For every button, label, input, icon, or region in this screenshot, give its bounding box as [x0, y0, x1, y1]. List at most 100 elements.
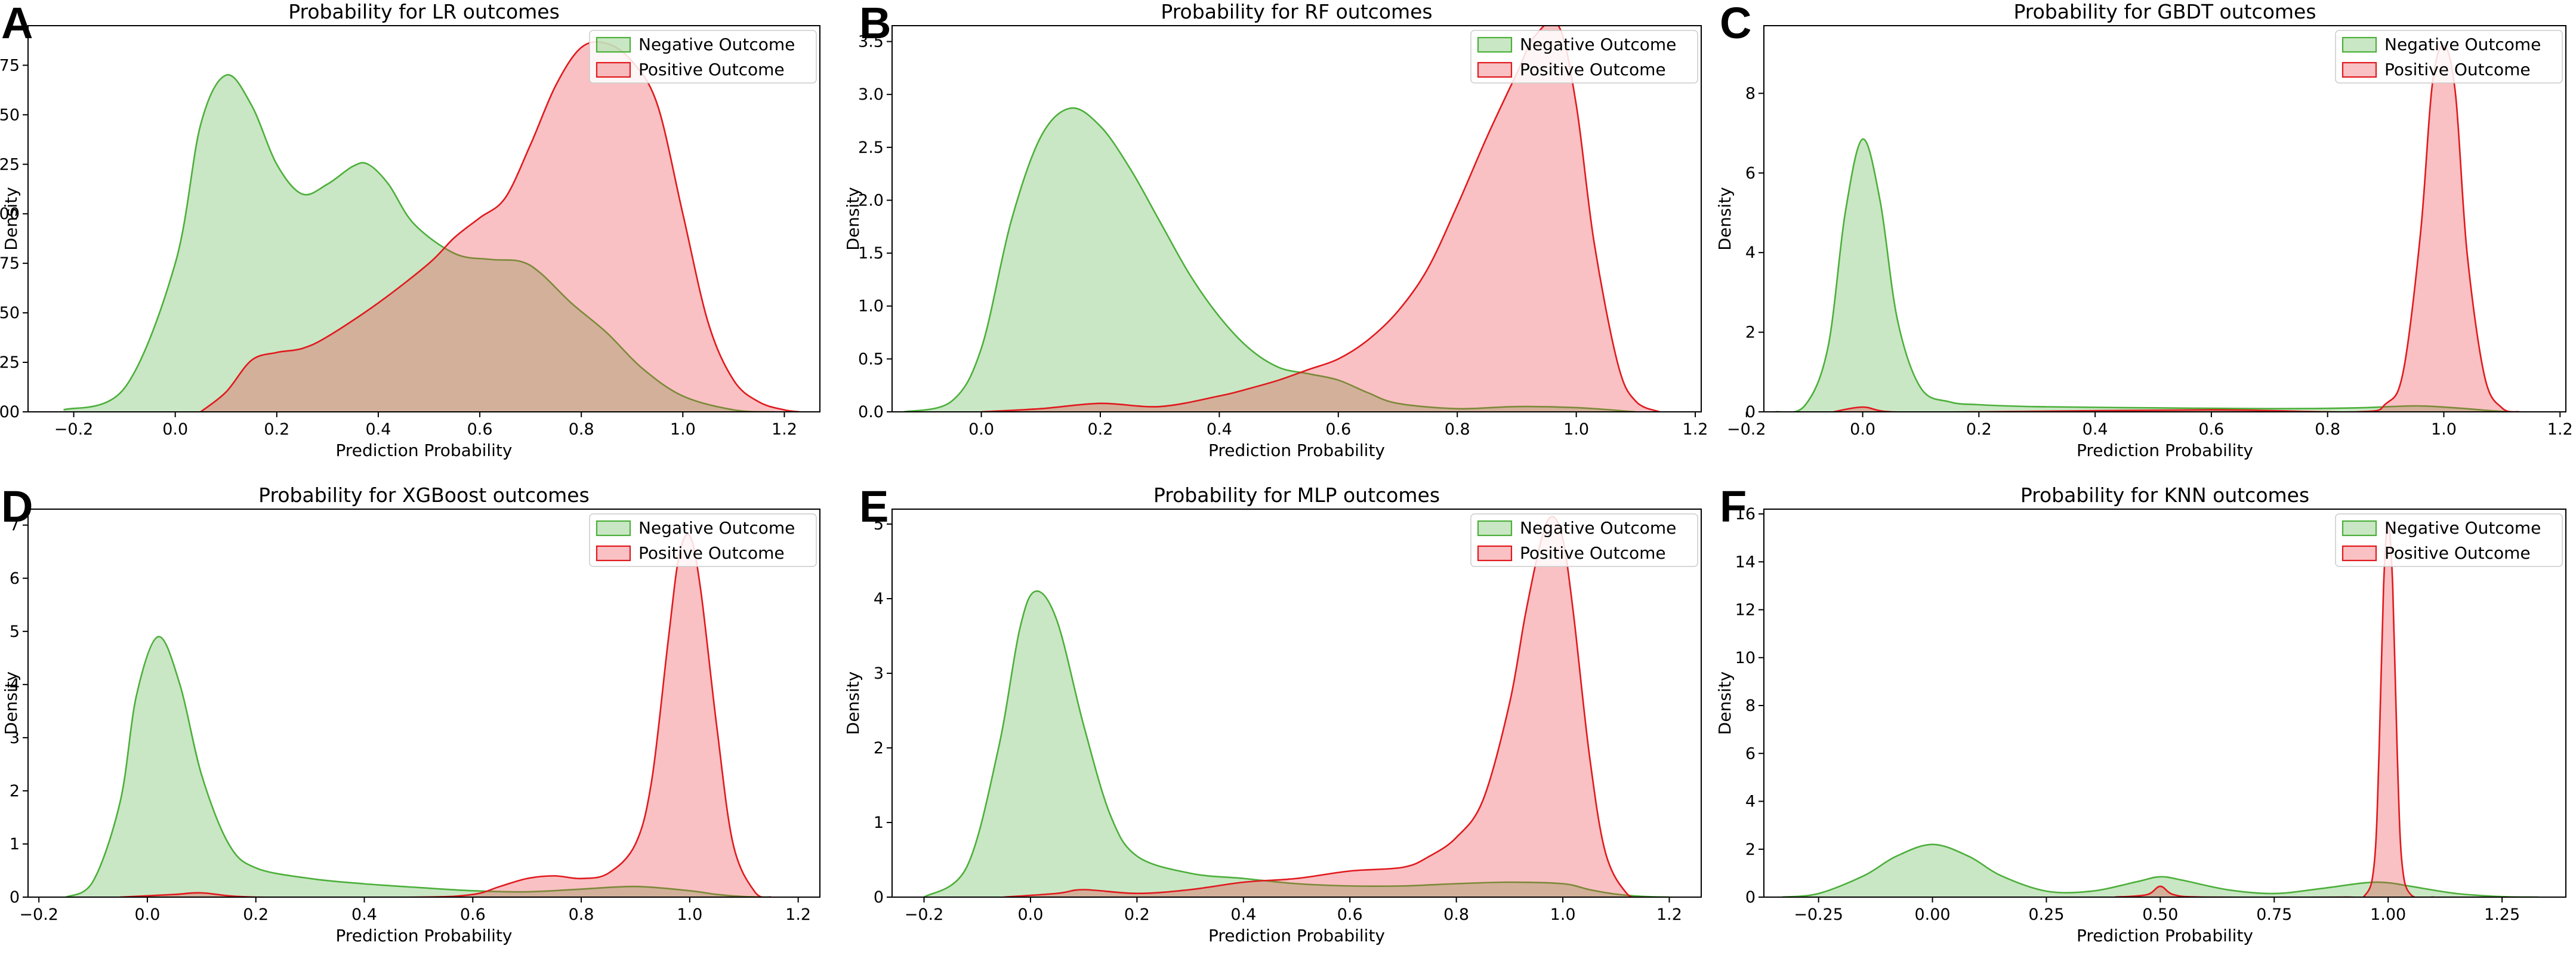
- x-tick-label: 0.6: [467, 420, 493, 439]
- x-tick-label: 0.8: [569, 420, 594, 439]
- y-tick-label: 12: [1735, 601, 1756, 620]
- panel-label: F: [1720, 482, 1747, 531]
- negative-density-area: [63, 75, 775, 412]
- panel-label: C: [1720, 0, 1751, 48]
- y-tick-label: 0: [1745, 888, 1756, 907]
- legend-box: [2335, 513, 2563, 567]
- y-tick-label: 4: [1745, 244, 1756, 262]
- axes-frame: [27, 25, 820, 412]
- positive-legend-label: Positive Outcome: [2384, 543, 2531, 563]
- y-tick-label: 1.50: [0, 106, 20, 124]
- y-tick-label: 3: [874, 664, 884, 683]
- x-tick-label: 1.0: [2431, 420, 2457, 439]
- y-axis-label: Density: [1715, 671, 1735, 735]
- panel-b: 0.0 0.2 0.4 0.6 0.8 1.0 1.2 0.0 0.5 1.0 1.5 2.0 2.5 3…: [843, 0, 1708, 460]
- y-tick-label: 14: [1735, 553, 1756, 571]
- panel-a: −0.2 0.0 0.2 0.4 0.6 0.8 1.0 1.2 0.00 0.25 0.50 0.7…: [0, 0, 820, 460]
- y-tick-label: 3: [10, 729, 20, 747]
- x-tick-label: 1.00: [2370, 905, 2406, 924]
- legend: Negative Outcome Positive Outcome: [589, 30, 817, 84]
- positive-legend-swatch: [596, 61, 631, 78]
- negative-legend-swatch: [1477, 36, 1513, 53]
- negative-density-line: [903, 107, 1636, 412]
- negative-density-area: [66, 636, 772, 897]
- positive-legend-label: Positive Outcome: [2384, 60, 2531, 79]
- positive-density-line: [1004, 516, 1643, 897]
- y-tick-label: 6: [1745, 164, 1756, 183]
- x-tick-label: 0.0: [1017, 905, 1043, 924]
- positive-density-line: [2114, 522, 2434, 897]
- panel-c: −0.2 0.0 0.2 0.4 0.6 0.8 1.0 1.2 0 2 4 6 8 Probabilit…: [1715, 0, 2573, 460]
- y-tick-label: 4: [1745, 793, 1756, 811]
- y-axis-label: Density: [1715, 187, 1735, 250]
- x-tick-label: 1.0: [1563, 420, 1589, 439]
- x-tick-label: 0.8: [569, 905, 594, 924]
- positive-legend-label: Positive Outcome: [1520, 543, 1666, 563]
- positive-legend-swatch: [596, 545, 631, 562]
- y-tick-label: 4: [10, 676, 20, 694]
- plot-area: [1775, 45, 2520, 412]
- x-tick-label: 0.2: [1124, 905, 1150, 924]
- x-tick-label: 1.2: [1656, 905, 1682, 924]
- y-tick-label: 5: [874, 515, 884, 534]
- y-tick-label: 0: [10, 888, 20, 907]
- y-tick-label: 1.0: [858, 297, 884, 316]
- negative-legend-swatch: [2341, 36, 2377, 53]
- axes-frame: [891, 509, 1702, 898]
- positive-density-area: [981, 26, 1660, 412]
- negative-density-line: [65, 636, 772, 897]
- negative-legend-label: Negative Outcome: [638, 518, 795, 538]
- x-axis-label: Prediction Probability: [2077, 926, 2253, 945]
- y-tick-label: 2: [1745, 324, 1756, 342]
- x-tick-label: 0.6: [1325, 420, 1351, 439]
- y-tick-label: 0: [874, 888, 884, 907]
- y-tick-label: 2.0: [858, 191, 884, 210]
- chart-title: Probability for XGBoost outcomes: [258, 483, 590, 507]
- negative-legend-label: Negative Outcome: [638, 35, 795, 54]
- x-axis-label: Prediction Probability: [1208, 441, 1385, 460]
- y-axis-label: Density: [843, 187, 863, 250]
- y-tick-label: 0.75: [0, 254, 20, 273]
- x-tick-label: 1.2: [772, 420, 797, 439]
- x-axis-label: Prediction Probability: [335, 441, 512, 460]
- x-tick-label: −0.2: [54, 420, 94, 439]
- x-tick-label: 0.6: [460, 905, 486, 924]
- negative-density-area: [924, 591, 1670, 897]
- x-tick-label: 0.8: [1445, 420, 1470, 439]
- x-tick-label: 0.0: [134, 905, 160, 924]
- positive-legend-swatch: [2341, 545, 2377, 562]
- negative-legend-swatch: [596, 36, 631, 53]
- panel-label: E: [859, 482, 889, 531]
- legend-box: [589, 513, 817, 567]
- y-tick-label: 2: [10, 782, 20, 800]
- y-tick-label: 3.0: [858, 85, 884, 104]
- y-tick-label: 0.50: [0, 304, 20, 322]
- negative-legend-label: Negative Outcome: [1520, 35, 1676, 54]
- positive-density-line: [200, 41, 800, 412]
- legend: Negative Outcome Positive Outcome: [589, 513, 817, 567]
- legend-box: [2335, 30, 2563, 84]
- positive-density-area: [1833, 45, 2520, 412]
- negative-legend-label: Negative Outcome: [1520, 518, 1676, 538]
- y-tick-label: 1.25: [0, 155, 20, 174]
- y-tick-label: 1.00: [0, 205, 20, 223]
- x-tick-label: 1.2: [2547, 420, 2573, 439]
- x-axis-label: Prediction Probability: [335, 926, 512, 945]
- axes-frame: [891, 25, 1702, 412]
- x-tick-label: 0.4: [365, 420, 391, 439]
- chart-title: Probability for KNN outcomes: [2020, 483, 2309, 507]
- plot-area: [903, 26, 1660, 412]
- chart-title: Probability for RF outcomes: [1161, 0, 1432, 23]
- axes-frame: [1763, 25, 2566, 412]
- y-tick-label: 2: [1745, 840, 1756, 859]
- negative-density-line: [1775, 138, 2514, 412]
- y-tick-label: 6: [1745, 744, 1756, 763]
- x-axis-label: Prediction Probability: [1208, 926, 1385, 945]
- y-tick-label: 8: [1745, 697, 1756, 715]
- y-tick-label: 5: [10, 623, 20, 641]
- x-tick-label: 0.8: [1443, 905, 1469, 924]
- negative-legend-swatch: [596, 520, 631, 537]
- x-tick-label: 0.25: [2028, 905, 2064, 924]
- plot-area: [63, 41, 800, 412]
